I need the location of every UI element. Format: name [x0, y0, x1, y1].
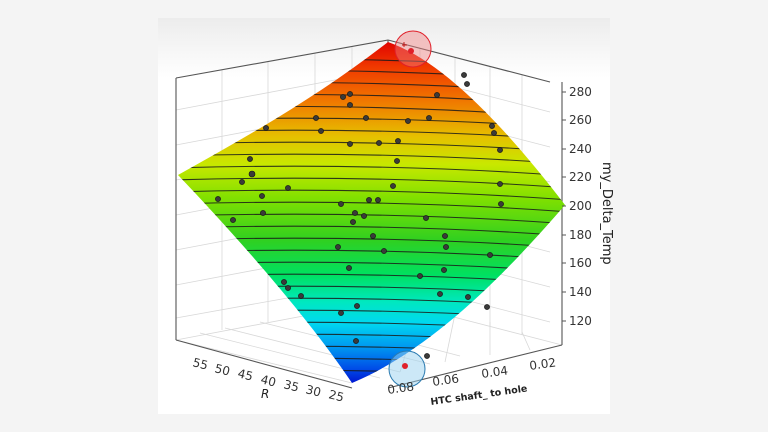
surface — [178, 42, 565, 383]
r-tick: 25 — [327, 387, 345, 404]
htc-axis-ticks: 0.08 0.06 0.04 0.02 — [386, 355, 556, 397]
z-tick: 240 — [569, 142, 592, 156]
htc-tick: 0.04 — [480, 363, 508, 381]
z-tick: 120 — [569, 314, 592, 328]
z-tick: 220 — [569, 170, 592, 184]
z-tick: 260 — [569, 113, 592, 127]
r-tick: 45 — [236, 366, 254, 383]
scatter-points — [215, 72, 504, 359]
r-tick: 35 — [282, 377, 300, 394]
z-tick: 180 — [569, 228, 592, 242]
htc-tick: 0.06 — [431, 371, 459, 389]
z-tick: 280 — [569, 85, 592, 99]
z-tick: 140 — [569, 285, 592, 299]
max-marker — [394, 30, 432, 68]
r-tick: 50 — [213, 361, 231, 378]
r-axis-ticks: 55 50 45 40 35 30 25 — [191, 355, 345, 404]
min-marker — [388, 350, 426, 388]
htc-tick: 0.08 — [386, 379, 414, 397]
z-tick: 160 — [569, 256, 592, 270]
r-tick: 30 — [304, 382, 322, 399]
z-axis-label: my_Delta_Temp — [599, 162, 614, 265]
r-tick: 40 — [259, 372, 277, 389]
z-axis-ticks: 280 260 240 220 200 180 160 140 120 — [562, 85, 592, 328]
htc-tick: 0.02 — [528, 355, 556, 373]
r-tick: 55 — [191, 355, 209, 372]
r-axis-label: R — [261, 387, 269, 401]
z-tick: 200 — [569, 199, 592, 213]
